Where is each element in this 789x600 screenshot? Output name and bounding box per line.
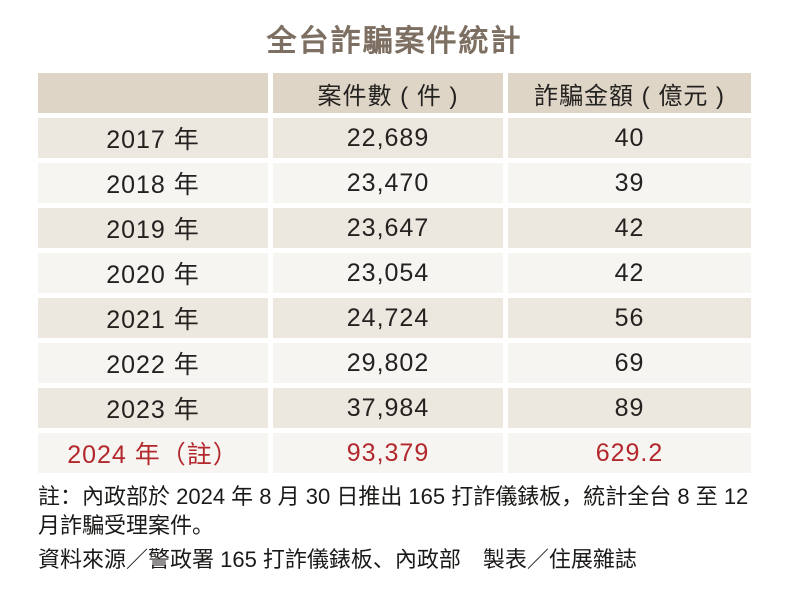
amount-cell: 39 xyxy=(508,163,751,203)
table-row: 2018 年 23,470 39 xyxy=(38,163,751,203)
year-cell: 2023 年 xyxy=(38,388,268,428)
table-row: 2023 年 37,984 89 xyxy=(38,388,751,428)
cases-cell: 29,802 xyxy=(273,343,503,383)
year-cell: 2019 年 xyxy=(38,208,268,248)
cases-cell: 23,647 xyxy=(273,208,503,248)
amount-cell: 42 xyxy=(508,208,751,248)
amount-cell: 56 xyxy=(508,298,751,338)
amount-cell: 42 xyxy=(508,253,751,293)
amount-cell: 89 xyxy=(508,388,751,428)
header-cell-year xyxy=(38,73,268,113)
table-row: 2019 年 23,647 42 xyxy=(38,208,751,248)
cases-cell: 23,470 xyxy=(273,163,503,203)
amount-cell: 629.2 xyxy=(508,433,751,473)
year-cell: 2020 年 xyxy=(38,253,268,293)
cases-cell: 24,724 xyxy=(273,298,503,338)
table-header-row: 案件數 ( 件 ) 詐騙金額 ( 億元 ) xyxy=(38,73,751,113)
page-title: 全台詐騙案件統計 xyxy=(266,25,523,58)
amount-cell: 40 xyxy=(508,118,751,158)
table-row-2024-highlight: 2024 年（註） 93,379 629.2 xyxy=(38,433,751,473)
year-cell: 2022 年 xyxy=(38,343,268,383)
year-cell: 2017 年 xyxy=(38,118,268,158)
header-cell-amount: 詐騙金額 ( 億元 ) xyxy=(508,73,751,113)
cases-cell: 93,379 xyxy=(273,433,503,473)
year-cell: 2021 年 xyxy=(38,298,268,338)
table-row: 2017 年 22,689 40 xyxy=(38,118,751,158)
fraud-stats-table: 案件數 ( 件 ) 詐騙金額 ( 億元 ) 2017 年 22,689 40 2… xyxy=(38,73,751,473)
header-cell-cases: 案件數 ( 件 ) xyxy=(273,73,503,113)
cases-cell: 23,054 xyxy=(273,253,503,293)
cases-cell: 37,984 xyxy=(273,388,503,428)
table-row: 2021 年 24,724 56 xyxy=(38,298,751,338)
cases-cell: 22,689 xyxy=(273,118,503,158)
amount-cell: 69 xyxy=(508,343,751,383)
source-credit-line: 資料來源／警政署 165 打詐儀錶板、內政部 製表／住展雜誌 xyxy=(38,547,637,572)
year-cell: 2024 年（註） xyxy=(38,433,268,473)
table-row: 2022 年 29,802 69 xyxy=(38,343,751,383)
year-cell: 2018 年 xyxy=(38,163,268,203)
footnote-text: 註：內政部於 2024 年 8 月 30 日推出 165 打詐儀錶板，統計全台 … xyxy=(38,484,749,538)
table-row: 2020 年 23,054 42 xyxy=(38,253,751,293)
